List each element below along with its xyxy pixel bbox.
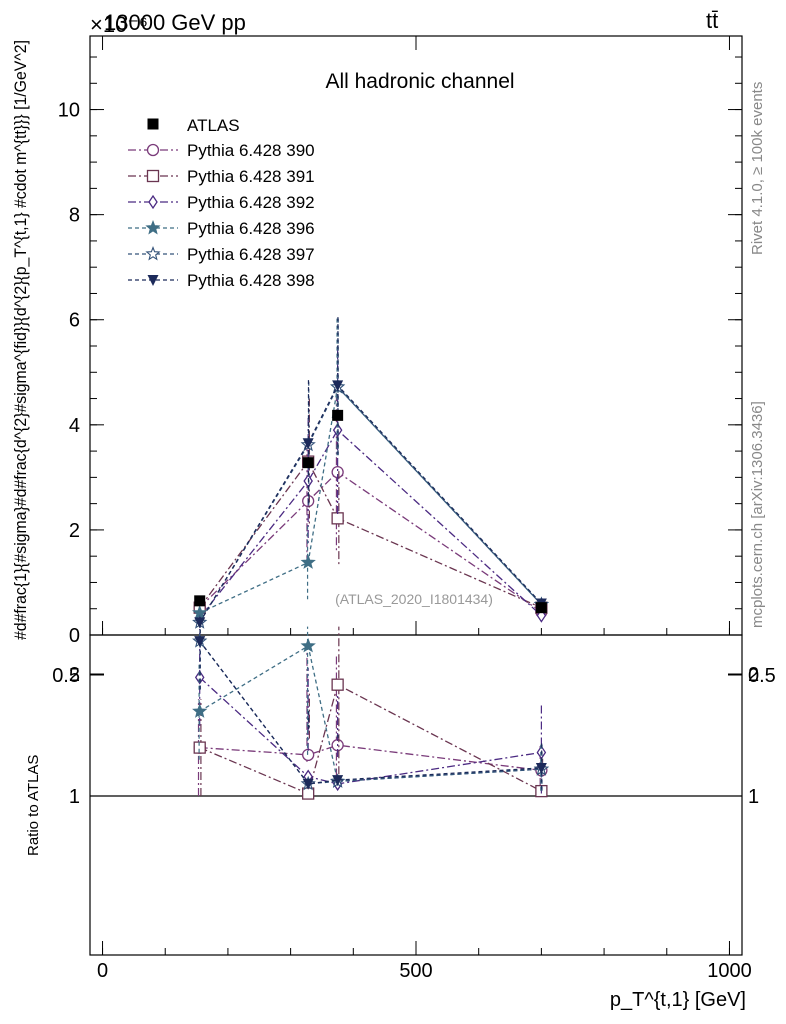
collision-label: 13000 GeV pp (104, 10, 246, 35)
legend-marker-p398 (147, 275, 159, 286)
series-layer (192, 317, 550, 800)
y-tick-label-5: 10 (58, 100, 80, 122)
point-p398-1 (302, 438, 314, 450)
ratio-tick-label-right-0: 0.5 (748, 665, 776, 687)
atlas-point-0 (194, 595, 206, 607)
series-atlas (194, 409, 547, 614)
ratio-line-p390 (199, 744, 542, 772)
ratio-point-p398-3 (535, 762, 547, 774)
series-line-p390 (199, 471, 542, 613)
y-axis-label: #d#frac{1}{#sigma}#d#frac{d^{2}#sigma^{f… (11, 40, 30, 640)
y-tick-label-4: 8 (69, 205, 80, 227)
analysis-id: (ATLAS_2020_I1801434) (335, 591, 493, 607)
ratio-tick-label-2: 2 (69, 664, 80, 686)
y-tick-label-1: 2 (69, 520, 80, 542)
legend-label-p392: Pythia 6.428 392 (187, 193, 315, 212)
legend-marker-p390 (146, 143, 160, 157)
legend-label-p391: Pythia 6.428 391 (187, 167, 315, 186)
point-p396-1 (300, 554, 316, 569)
legend-item-atlas: ATLAS (147, 116, 240, 135)
legend-marker-atlas (147, 118, 159, 130)
exponent-label: ×10⁻⁶ (90, 12, 148, 37)
atlas-point-1 (302, 457, 314, 469)
legend-marker-p392 (148, 194, 158, 210)
ratio-point-p392-0 (194, 670, 205, 685)
ratio-line-p392 (199, 676, 542, 785)
atlas-point-2 (332, 409, 344, 421)
legend-item-p397: Pythia 6.428 397 (128, 245, 315, 264)
ratio-tick-label-right-1: 1 (748, 786, 759, 808)
x-axis-label: p_T^{t,1} [GeV] (610, 989, 746, 1011)
ratio-point-p396-1 (300, 637, 316, 653)
ratio-panel-frame (89, 634, 743, 956)
point-p398-0 (194, 617, 206, 629)
ratio-point-p398-0 (194, 636, 206, 648)
ratio-line-p396 (199, 644, 542, 783)
point-p398-2 (332, 380, 344, 392)
legend: ATLAS Pythia 6.428 390 Pythia 6.428 391 Pyt… (128, 116, 315, 290)
series-p396 (192, 318, 550, 794)
legend-marker-p397 (145, 245, 161, 261)
point-p391-2 (331, 512, 344, 525)
x-tick-label-1: 500 (399, 960, 432, 982)
legend-item-p392: Pythia 6.428 392 (128, 193, 315, 212)
y-tick-label-2: 4 (69, 415, 80, 437)
legend-item-p391: Pythia 6.428 391 (128, 167, 315, 186)
y-axis-label-text: #d#frac{1}{#sigma}#d#frac{d^{2}#sigma^{f… (11, 40, 30, 640)
legend-label-p398: Pythia 6.428 398 (187, 271, 315, 290)
ratio-line-p391 (199, 683, 542, 795)
process-label: tt̄ (706, 8, 718, 33)
series-line-p391 (199, 460, 542, 609)
legend-item-p390: Pythia 6.428 390 (128, 141, 315, 160)
x-tick-label-2: 1000 (707, 960, 752, 982)
legend-label-p397: Pythia 6.428 397 (187, 245, 315, 264)
legend-label-p396: Pythia 6.428 396 (187, 219, 315, 238)
ratio-axis-label: Ratio to ATLAS (25, 755, 42, 856)
legend-label-atlas: ATLAS (187, 116, 240, 135)
ratio-tick-label-1: 1 (69, 786, 80, 808)
legend-marker-p391 (146, 169, 160, 183)
series-line-p397 (199, 385, 542, 623)
ratio-point-p396-0 (192, 703, 208, 718)
ratio-point-p398-1 (302, 778, 314, 790)
ratio-point-p391-2 (331, 678, 344, 691)
series-line-p398 (199, 384, 542, 623)
ratio-tick-label-right-2: 2 (748, 664, 759, 686)
atlas-point-3 (535, 602, 547, 614)
x-tick-label-0: 0 (97, 960, 108, 982)
legend-marker-p396 (145, 219, 161, 235)
ratio-tick-label-0: 0.5 (52, 665, 80, 687)
series-line-p392 (199, 429, 542, 619)
y-tick-label-0: 0 (69, 625, 80, 647)
legend-item-p396: Pythia 6.428 396 (128, 219, 315, 238)
rivet-label: Rivet 4.1.0, ≥ 100k events (749, 82, 766, 255)
legend-label-p390: Pythia 6.428 390 (187, 141, 315, 160)
ratio-line-p398 (199, 640, 542, 785)
ratio-point-p398-2 (332, 775, 344, 787)
ratio-line-p397 (199, 640, 542, 785)
series-p392 (194, 346, 547, 794)
series-p397 (192, 318, 550, 794)
axis-ticks: 0 500 1000 0 2 4 6 8 10 0.5 0.5 1 1 2 2 (52, 36, 776, 982)
y-tick-label-3: 6 (69, 310, 80, 332)
channel-label: All hadronic channel (325, 70, 514, 93)
mcplots-label: mcplots.cern.ch [arXiv:1306.3436] (749, 401, 766, 628)
series-line-p396 (199, 385, 542, 614)
legend-item-p398: Pythia 6.428 398 (128, 271, 315, 290)
